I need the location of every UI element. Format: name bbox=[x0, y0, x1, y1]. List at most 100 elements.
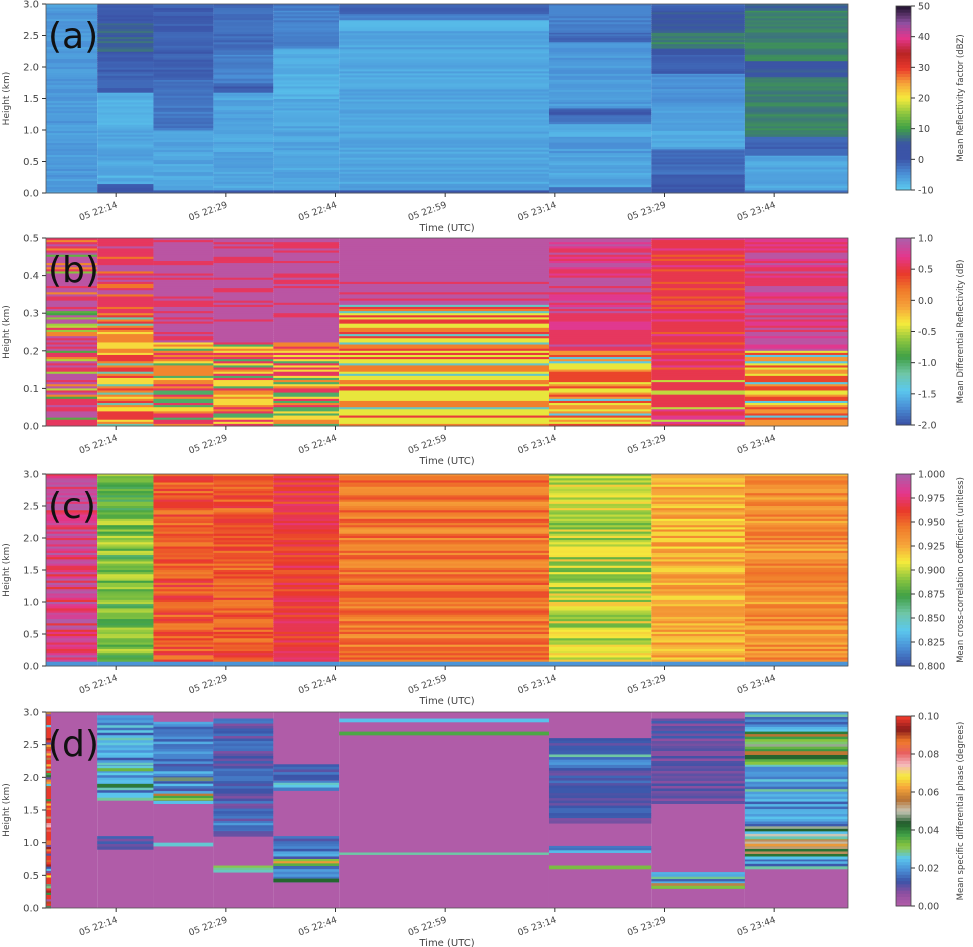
data-band bbox=[273, 254, 340, 258]
data-band bbox=[153, 346, 214, 350]
data-band bbox=[46, 501, 98, 505]
data-band bbox=[273, 334, 340, 337]
data-band bbox=[97, 144, 154, 148]
data-band bbox=[744, 858, 848, 862]
data-band bbox=[339, 248, 549, 252]
data-band bbox=[97, 587, 154, 590]
data-band bbox=[213, 783, 274, 787]
colorbar-segment bbox=[896, 871, 911, 875]
data-band bbox=[213, 417, 274, 421]
data-band bbox=[46, 476, 98, 479]
data-band bbox=[339, 169, 549, 173]
data-band bbox=[213, 572, 274, 575]
data-band bbox=[548, 612, 652, 616]
data-band bbox=[97, 352, 154, 356]
data-band bbox=[46, 242, 98, 245]
colorbar-segment bbox=[896, 722, 911, 726]
data-band bbox=[213, 157, 274, 161]
data-band bbox=[744, 582, 848, 586]
data-band bbox=[744, 269, 848, 272]
data-band bbox=[339, 396, 549, 400]
data-band bbox=[744, 488, 848, 492]
data-band bbox=[744, 606, 848, 609]
data-band bbox=[744, 42, 848, 46]
data-band bbox=[153, 616, 214, 620]
colorbar-segment bbox=[896, 250, 911, 255]
data-band bbox=[339, 572, 549, 575]
data-band bbox=[97, 584, 154, 588]
data-band bbox=[548, 132, 652, 135]
data-band bbox=[651, 587, 745, 590]
data-band bbox=[744, 144, 848, 148]
data-band bbox=[213, 348, 274, 352]
data-band bbox=[744, 499, 848, 503]
data-band bbox=[339, 544, 549, 548]
data-band bbox=[548, 529, 652, 533]
data-band bbox=[339, 313, 549, 316]
data-band bbox=[97, 375, 154, 379]
data-band bbox=[651, 731, 745, 735]
data-band bbox=[339, 133, 549, 137]
data-band bbox=[548, 57, 652, 61]
data-band bbox=[651, 319, 745, 323]
colorbar-segment bbox=[896, 174, 911, 179]
data-band bbox=[339, 663, 549, 667]
data-band bbox=[744, 529, 848, 533]
data-band bbox=[651, 134, 745, 138]
data-band bbox=[651, 168, 745, 171]
data-band bbox=[46, 844, 51, 848]
data-band bbox=[651, 663, 745, 667]
data-band bbox=[339, 151, 549, 155]
y-tick-label: 0.0 bbox=[23, 662, 39, 673]
data-band bbox=[548, 384, 652, 387]
data-band bbox=[339, 538, 549, 541]
colorbar-segment bbox=[896, 347, 911, 351]
data-band bbox=[744, 120, 848, 123]
data-band bbox=[339, 67, 549, 70]
data-band bbox=[651, 419, 745, 423]
data-band bbox=[744, 756, 848, 760]
data-band bbox=[339, 27, 549, 30]
time-segment bbox=[744, 712, 848, 908]
data-band bbox=[273, 263, 340, 266]
data-band bbox=[213, 398, 274, 402]
data-band bbox=[548, 619, 652, 622]
data-band bbox=[213, 396, 274, 400]
x-axis-label: Time (UTC) bbox=[418, 456, 474, 467]
data-band bbox=[744, 392, 848, 396]
data-band bbox=[213, 659, 274, 663]
colorbar-segment bbox=[896, 322, 911, 326]
data-band bbox=[153, 411, 214, 414]
data-band bbox=[339, 559, 549, 562]
data-band bbox=[153, 93, 214, 97]
data-band bbox=[46, 584, 98, 588]
data-band bbox=[339, 616, 549, 620]
data-band bbox=[339, 640, 549, 644]
data-band bbox=[273, 181, 340, 185]
data-band bbox=[651, 480, 745, 484]
data-band bbox=[97, 41, 154, 44]
data-band bbox=[97, 47, 154, 50]
data-band bbox=[213, 36, 274, 39]
colorbar-tick-label: 0.06 bbox=[918, 788, 939, 799]
colorbar-segment bbox=[896, 30, 911, 35]
data-band bbox=[213, 327, 274, 331]
data-band bbox=[213, 298, 274, 302]
data-band bbox=[273, 382, 340, 385]
data-band bbox=[548, 610, 652, 614]
data-band bbox=[744, 779, 848, 783]
data-band bbox=[97, 348, 154, 352]
data-band bbox=[651, 398, 745, 402]
data-band bbox=[548, 377, 652, 381]
colorbar-label: Mean Differential Reflectivity (dB) bbox=[956, 260, 966, 404]
data-band bbox=[153, 756, 214, 760]
data-band bbox=[548, 55, 652, 59]
data-band bbox=[651, 315, 745, 318]
data-band bbox=[273, 84, 340, 87]
data-band bbox=[153, 51, 214, 55]
data-band bbox=[213, 743, 274, 747]
data-band bbox=[153, 327, 214, 331]
data-band bbox=[153, 726, 214, 730]
data-band bbox=[744, 608, 848, 612]
data-band bbox=[339, 411, 549, 414]
